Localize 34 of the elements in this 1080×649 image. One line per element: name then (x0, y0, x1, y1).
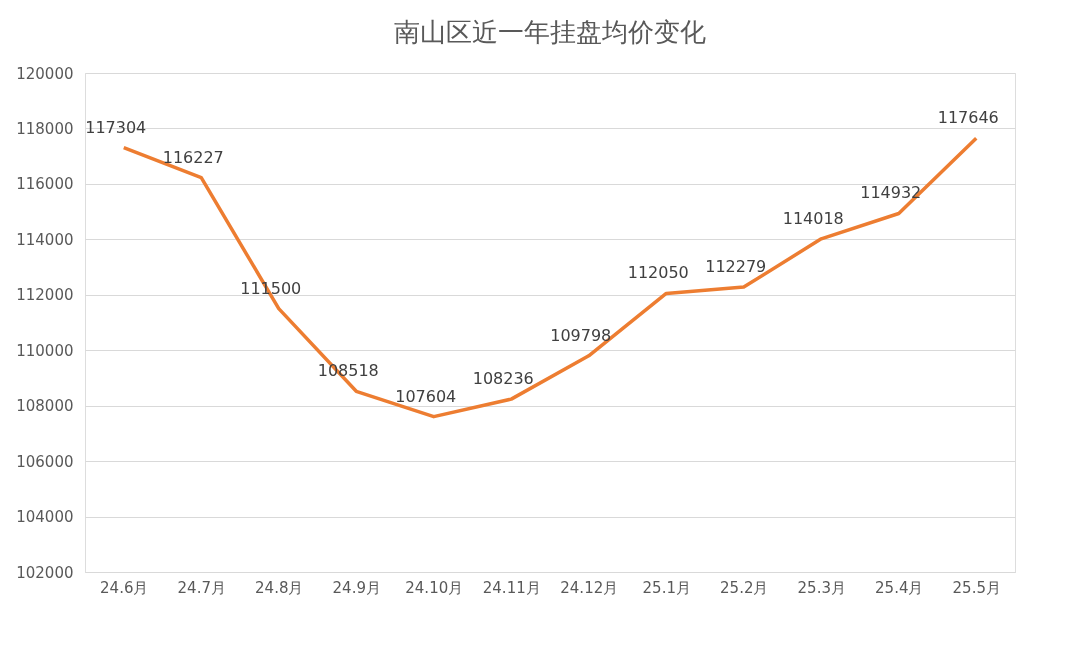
y-tick-label: 116000 (16, 175, 74, 194)
x-tick-label: 24.7月 (177, 578, 226, 597)
data-label: 114018 (782, 208, 844, 228)
y-tick-label: 118000 (16, 119, 74, 138)
data-label: 108236 (472, 369, 534, 389)
data-label: 116227 (162, 147, 224, 167)
chart-title: 南山区近一年挂盘均价变化 (394, 17, 706, 47)
x-tick-label: 24.9月 (332, 578, 381, 597)
y-tick-label: 102000 (16, 563, 74, 582)
y-tick-label: 112000 (16, 286, 74, 305)
y-tick-label: 114000 (16, 230, 74, 249)
data-label: 112279 (705, 257, 767, 277)
x-tick-label: 25.5月 (952, 578, 1001, 597)
data-label: 114932 (860, 183, 922, 203)
data-label: 112050 (627, 263, 689, 283)
y-tick-label: 120000 (16, 64, 74, 83)
data-label: 117646 (937, 108, 999, 128)
x-tick-label: 24.6月 (100, 578, 149, 597)
data-label: 109798 (550, 325, 612, 345)
x-tick-label: 24.11月 (482, 578, 541, 597)
x-tick-label: 25.2月 (720, 578, 769, 597)
y-tick-label: 110000 (16, 341, 74, 360)
y-tick-label: 106000 (16, 452, 74, 471)
data-label: 107604 (395, 386, 457, 406)
x-tick-label: 25.3月 (797, 578, 846, 597)
x-tick-label: 24.12月 (560, 578, 619, 597)
x-tick-label: 24.8月 (255, 578, 304, 597)
x-tick-label: 25.4月 (875, 578, 924, 597)
y-tick-label: 104000 (16, 508, 74, 527)
y-tick-label: 108000 (16, 397, 74, 416)
x-tick-label: 24.10月 (405, 578, 464, 597)
data-label: 117304 (85, 117, 147, 137)
line-series (122, 136, 978, 419)
x-tick-label: 25.1月 (642, 578, 691, 597)
